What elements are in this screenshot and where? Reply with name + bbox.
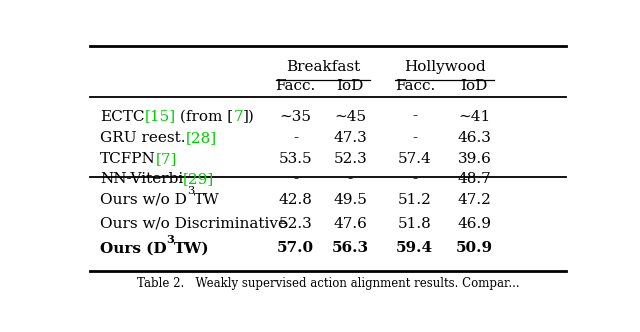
Text: 57.4: 57.4	[398, 152, 431, 166]
Text: 47.6: 47.6	[333, 217, 367, 231]
Text: TCFPN: TCFPN	[100, 152, 156, 166]
Text: 47.2: 47.2	[458, 193, 492, 207]
Text: Ours w/o D: Ours w/o D	[100, 193, 187, 207]
Text: 39.6: 39.6	[458, 152, 492, 166]
Text: NN-Viterbi: NN-Viterbi	[100, 172, 183, 186]
Text: Facc.: Facc.	[395, 79, 435, 93]
Text: IoD: IoD	[337, 79, 364, 93]
Text: 3: 3	[166, 234, 174, 245]
Text: 59.4: 59.4	[396, 241, 433, 255]
Text: ∼41: ∼41	[458, 110, 490, 124]
Text: -: -	[412, 110, 417, 124]
Text: GRU reest.: GRU reest.	[100, 131, 186, 145]
Text: Table 2.   Weakly supervised action alignment results. Compar...: Table 2. Weakly supervised action alignm…	[137, 277, 519, 290]
Text: 46.3: 46.3	[458, 131, 492, 145]
Text: TW: TW	[194, 193, 220, 207]
Text: 48.7: 48.7	[458, 172, 491, 186]
Text: -: -	[412, 131, 417, 145]
Text: [29]: [29]	[183, 172, 214, 186]
Text: -: -	[348, 172, 353, 186]
Text: 56.3: 56.3	[332, 241, 369, 255]
Text: Breakfast: Breakfast	[286, 60, 360, 74]
Text: 57.0: 57.0	[277, 241, 314, 255]
Text: Ours (D: Ours (D	[100, 241, 166, 255]
Text: 46.9: 46.9	[458, 217, 492, 231]
Text: (from [: (from [	[175, 110, 234, 124]
Text: -: -	[412, 172, 417, 186]
Text: IoD: IoD	[461, 79, 488, 93]
Text: Hollywood: Hollywood	[404, 60, 485, 74]
Text: -: -	[293, 172, 298, 186]
Text: [15]: [15]	[145, 110, 175, 124]
Text: [7]: [7]	[156, 152, 177, 166]
Text: ∼35: ∼35	[280, 110, 312, 124]
Text: ECTC: ECTC	[100, 110, 145, 124]
Text: ]): ])	[243, 110, 255, 124]
Text: [28]: [28]	[186, 131, 216, 145]
Text: 3: 3	[187, 186, 194, 196]
Text: 51.2: 51.2	[398, 193, 432, 207]
Text: TW): TW)	[174, 241, 210, 255]
Text: 7: 7	[234, 110, 243, 124]
Text: 52.3: 52.3	[279, 217, 312, 231]
Text: Ours w/o Discriminative: Ours w/o Discriminative	[100, 217, 287, 231]
Text: 53.5: 53.5	[279, 152, 312, 166]
Text: 47.3: 47.3	[333, 131, 367, 145]
Text: 51.8: 51.8	[398, 217, 431, 231]
Text: 52.3: 52.3	[333, 152, 367, 166]
Text: 49.5: 49.5	[333, 193, 367, 207]
Text: -: -	[293, 131, 298, 145]
Text: ∼45: ∼45	[334, 110, 366, 124]
Text: 42.8: 42.8	[279, 193, 313, 207]
Text: 50.9: 50.9	[456, 241, 493, 255]
Text: Facc.: Facc.	[276, 79, 316, 93]
